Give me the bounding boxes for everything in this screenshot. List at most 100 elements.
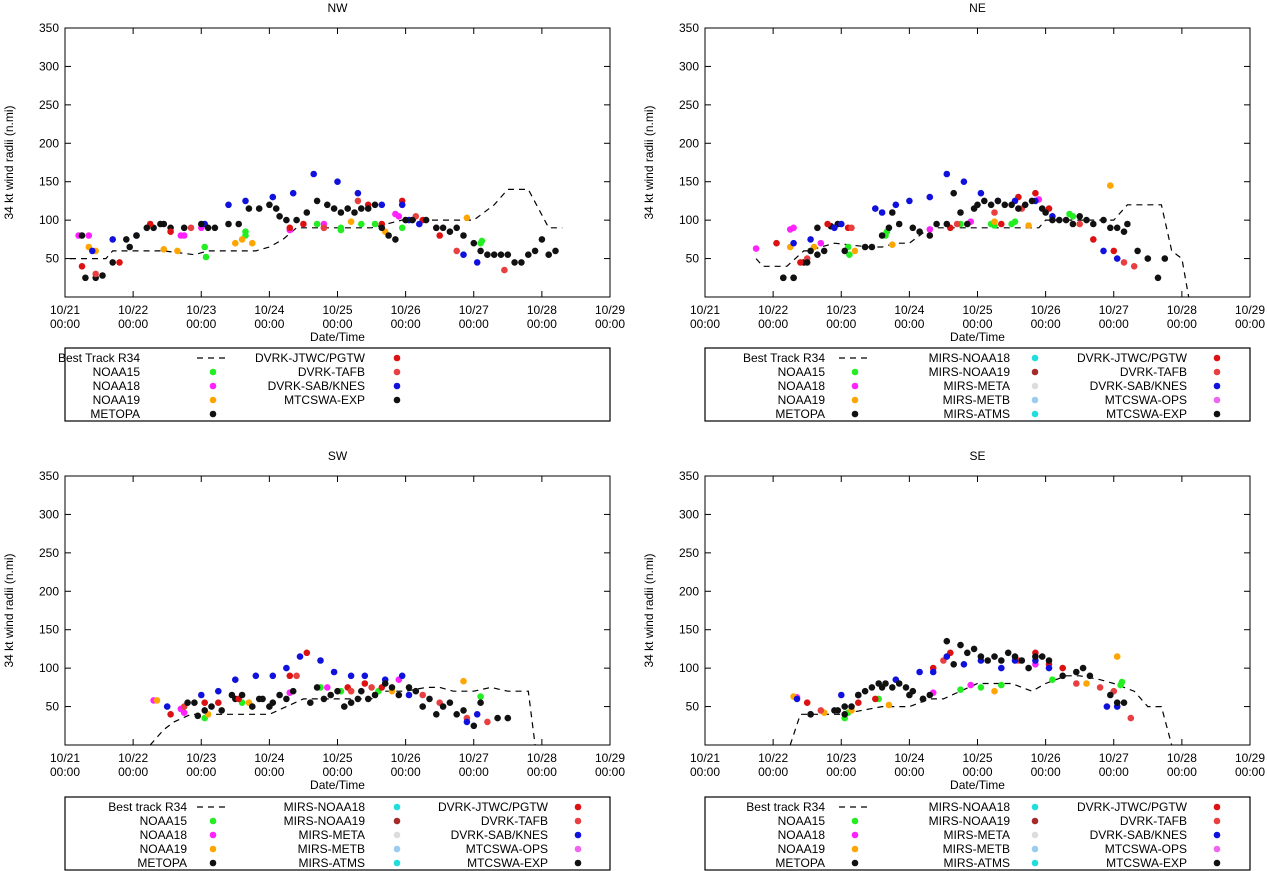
x-tick-label: 10/29 [1235,303,1265,317]
legend-marker [209,396,217,404]
data-point [276,213,283,220]
data-point [337,226,345,234]
data-point [490,251,498,258]
x-tick-label: 00:00 [1235,317,1265,331]
y-tick-label: 300 [39,507,59,521]
data-point [1004,649,1012,657]
data-point [497,251,505,258]
data-point [242,228,249,235]
x-tick-label: 10/21 [50,303,80,317]
data-point [878,209,886,216]
x-tick-label: 00:00 [1167,765,1197,779]
data-point [950,661,957,668]
data-point [269,193,277,201]
x-tick-label: 00:00 [1099,765,1129,779]
data-point [943,637,951,645]
data-point [368,684,375,691]
legend-marker [1213,817,1221,825]
data-point [1096,684,1104,691]
x-tick-label: 00:00 [595,317,625,331]
legend-label: MTCSWA-OPS [466,842,548,856]
data-point [398,672,406,680]
data-point [916,668,923,676]
data-point [473,259,481,266]
data-point [933,220,940,228]
data-point [1154,274,1162,282]
y-tick-label: 200 [679,136,699,150]
data-point [283,664,290,672]
data-point [1107,182,1114,189]
data-point [1062,216,1070,224]
x-tick-label: 10/24 [894,303,924,317]
x-tick-label: 10/24 [894,751,924,765]
data-point [364,205,372,212]
data-point [889,209,896,216]
data-point [463,718,471,726]
legend-label: MTCSWA-OPS [1105,842,1187,856]
data-point [364,695,372,703]
data-point [238,236,246,243]
data-point [878,232,886,239]
data-point [831,707,838,714]
data-point [351,209,358,216]
data-point [347,687,355,695]
data-point [1100,216,1107,224]
legend-label: DVRK-JTWC/PGTW [1077,800,1188,814]
legend-label: MTCSWA-OPS [1105,393,1187,407]
legend-marker [209,845,217,853]
data-point [967,681,974,689]
data-point [202,253,210,261]
y-axis-label: 34 kt wind radii (n.mi) [2,105,16,219]
legend-marker [209,817,217,825]
data-point [929,668,937,676]
legend-marker [1213,859,1221,867]
x-tick-label: 00:00 [1031,317,1061,331]
legend-label: DVRK-SAB/KNES [1090,828,1187,842]
legend-marker [1213,368,1221,376]
x-tick-label: 00:00 [826,765,856,779]
series-dvrk-sab-knes [793,653,1121,718]
data-point [868,684,876,691]
x-tick-label: 10/26 [1031,303,1061,317]
data-point [889,241,896,248]
data-point [906,197,913,205]
x-tick-label: 00:00 [391,765,421,779]
data-point [885,224,893,232]
data-point [838,220,845,228]
legend-label: MIRS-META [944,379,1010,393]
data-point [1113,653,1121,660]
data-point [1049,676,1056,683]
data-point [92,270,99,278]
legend-marker [1213,831,1221,839]
x-tick-label: 00:00 [894,317,924,331]
legend-label: METOPA [90,407,140,421]
x-tick-label: 10/26 [391,751,421,765]
legend-marker [393,817,401,825]
data-point [303,649,311,657]
data-point [439,224,447,232]
data-point [1113,699,1121,706]
x-tick-label: 10/28 [1167,303,1197,317]
data-point [790,224,797,232]
y-tick-label: 150 [39,623,59,637]
data-point [964,649,971,657]
data-point [994,197,1002,205]
y-tick-label: 300 [679,507,699,521]
y-tick-label: 350 [679,21,699,35]
data-point [872,695,879,703]
x-tick-label: 10/24 [254,751,284,765]
data-point [78,263,86,270]
legend-marker [574,817,582,825]
data-point [981,197,988,205]
data-point [814,224,821,232]
legend-box [704,796,1251,871]
data-point [1018,657,1026,664]
data-point [354,197,362,205]
legend-label: NOAA19 [93,393,141,407]
legend-label: MTCSWA-EXP [1106,407,1187,421]
legend-marker [1031,410,1039,418]
data-point [320,695,328,703]
legend-label: NOAA15 [778,365,826,379]
plot-frame [704,475,1251,746]
